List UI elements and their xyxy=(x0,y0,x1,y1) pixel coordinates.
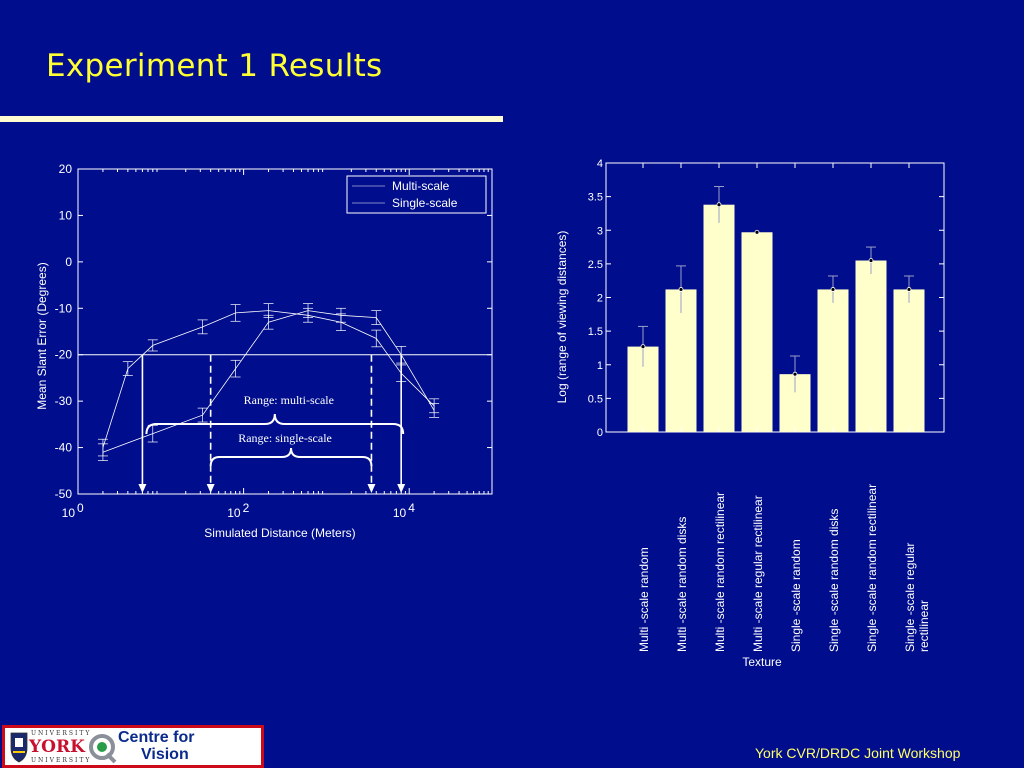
single-scale-range-label: Range: single-scale xyxy=(238,431,332,445)
bar-y-tick-label: 4 xyxy=(597,158,603,170)
line-chart-frame xyxy=(77,168,493,495)
y-tick-label: -10 xyxy=(55,301,73,315)
footer-text: York CVR/DRDC Joint Workshop xyxy=(755,745,961,761)
logo-university-top: UNIVERSITY xyxy=(31,730,92,737)
bar-y-tick-label: 0 xyxy=(597,427,603,439)
title-rule xyxy=(0,116,503,122)
bar-mean-marker xyxy=(640,344,646,349)
multi-scale-brace xyxy=(145,413,405,435)
line-chart-legend: Multi-scale Single-scale xyxy=(346,175,487,214)
legend-box xyxy=(346,175,487,214)
legend-label-multi: Multi-scale xyxy=(392,179,450,193)
multi-scale-range-arrow-right-head xyxy=(397,484,406,493)
multi-scale-range-label: Range: multi-scale xyxy=(244,393,334,407)
y-tick-label: -30 xyxy=(55,394,73,408)
bar-mean-marker xyxy=(906,287,912,292)
logo-university-bottom: UNIVERSITY xyxy=(31,757,92,764)
bar xyxy=(665,289,697,432)
single-scale-range-arrow-right-head xyxy=(367,484,376,493)
logo-york: YORK xyxy=(29,737,85,757)
bar-y-tick-label: 3 xyxy=(597,225,603,237)
cvr-q-icon xyxy=(89,734,117,764)
slide-title: Experiment 1 Results xyxy=(46,48,383,84)
bar-mean-marker xyxy=(716,202,722,208)
bar xyxy=(817,289,849,432)
y-tick-label: -20 xyxy=(55,348,73,362)
bar-category-label: Single -scale random disks xyxy=(827,509,841,652)
bar-chart-ylabel: Log (range of viewing distances) xyxy=(555,231,569,404)
bar-category-label: Single -scale random xyxy=(789,539,803,652)
bar-y-tick-label: 2.5 xyxy=(588,259,603,271)
y-tick-label: -40 xyxy=(55,441,73,455)
x-tick-exponent: 2 xyxy=(243,501,250,515)
bar-category-label: Multi -scale random disks xyxy=(675,517,689,652)
bar-chart: Log (range of viewing distances) Texture… xyxy=(555,158,945,669)
bar-mean-marker xyxy=(754,229,760,235)
bar-mean-marker xyxy=(792,371,798,377)
bar xyxy=(741,232,773,432)
bar-y-tick-label: 1 xyxy=(597,360,603,372)
bar xyxy=(703,204,735,432)
x-tick-base: 10 xyxy=(227,506,241,520)
bar xyxy=(893,289,925,432)
x-tick-base: 10 xyxy=(62,506,76,520)
bar-chart-xlabel: Texture xyxy=(742,655,782,669)
single-scale-brace xyxy=(209,447,373,467)
x-tick-exponent: 4 xyxy=(408,501,415,515)
bar-y-tick-label: 0.5 xyxy=(588,393,603,405)
bar-category-label: Multi -scale random xyxy=(637,547,651,652)
single-scale-range-arrow-left-head xyxy=(206,484,215,493)
logo-centre-for: Centre for xyxy=(118,729,195,746)
line-chart-xlabel: Simulated Distance (Meters) xyxy=(204,526,355,540)
bar-y-tick-label: 2 xyxy=(597,293,603,305)
y-tick-label: -50 xyxy=(55,487,73,501)
x-tick-exponent: 0 xyxy=(77,501,84,515)
bar-category-label: Multi -scale regular rectilinear xyxy=(751,495,765,652)
crest-icon xyxy=(10,732,28,763)
york-cvr-logo: UNIVERSITY YORK UNIVERSITY Centre for Vi… xyxy=(2,725,264,768)
bar-y-tick-label: 3.5 xyxy=(588,192,603,204)
bar-y-tick-label: 1.5 xyxy=(588,326,603,338)
logo-vision-research: Vision Research xyxy=(141,746,213,765)
bar xyxy=(855,260,887,432)
bar-category-label: Multi -scale random rectilinear xyxy=(713,492,727,652)
bar-mean-marker xyxy=(868,258,874,263)
bar-category-label: Single -scale regular xyxy=(903,543,917,652)
x-tick-base: 10 xyxy=(393,506,407,520)
y-tick-label: 10 xyxy=(59,208,73,222)
bar-category-label: rectilinear xyxy=(917,600,931,652)
multi-scale-range-arrow-left-head xyxy=(138,484,147,493)
bar-mean-marker xyxy=(830,287,836,292)
y-tick-label: 20 xyxy=(59,162,73,176)
bar-category-label: Single -scale random rectilinear xyxy=(865,484,879,652)
line-chart-ylabel: Mean Slant Error (Degrees) xyxy=(35,262,49,409)
legend-label-single: Single-scale xyxy=(392,196,458,210)
y-tick-label: 0 xyxy=(65,255,72,269)
bar-mean-marker xyxy=(678,287,684,292)
line-chart: Mean Slant Error (Degrees) Simulated Dis… xyxy=(35,162,493,540)
